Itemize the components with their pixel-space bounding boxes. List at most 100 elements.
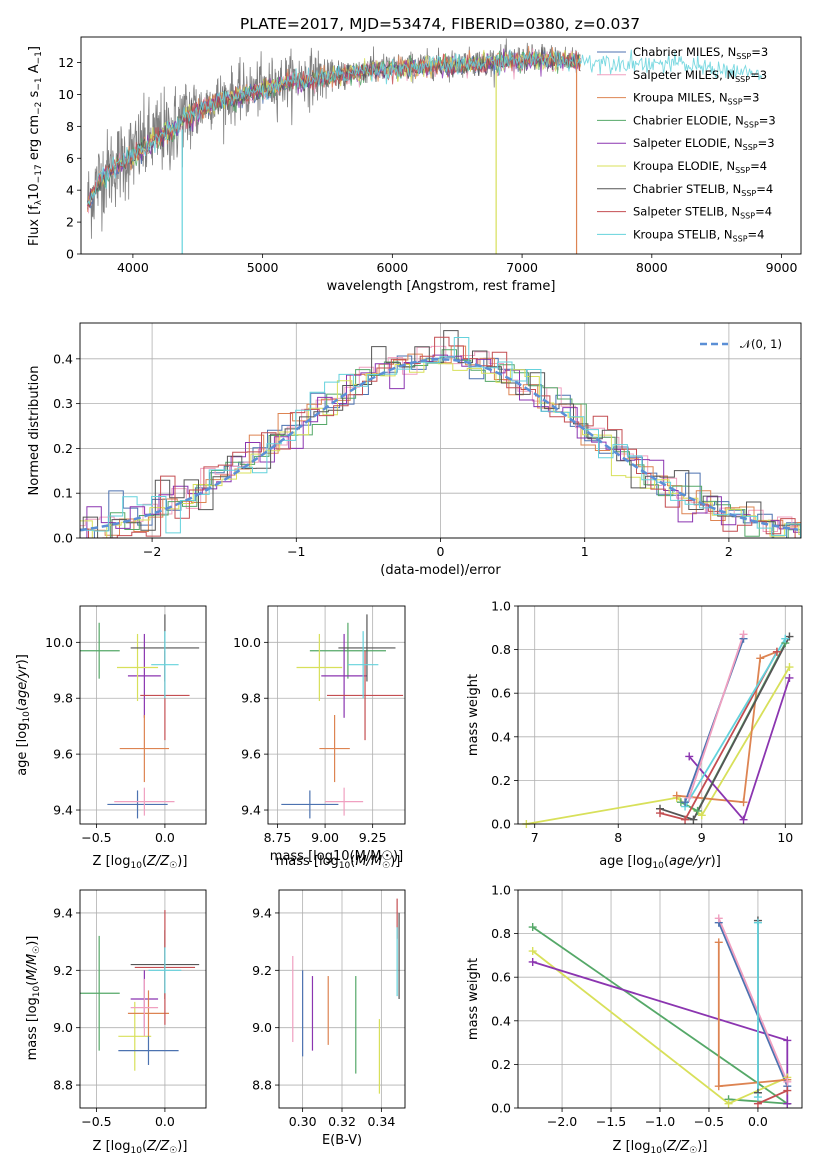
y-tick-label: 1.0 [491,883,511,898]
label-part: −1 [34,77,44,90]
x-tick-label: −1.5 [596,1114,626,1129]
figure-title: PLATE=2017, MJD=53474, FIBERID=0380, z=0… [240,15,640,33]
x-axis-label-rich: age [log10(age/yr)] [599,854,721,871]
label-part: Z [log [93,1139,131,1154]
plot-area [281,614,403,818]
series-marker [754,1093,762,1101]
plot-area [66,331,819,538]
axes-frame [518,606,802,824]
label-part: M/M [355,854,382,869]
y-tick-label: 9.6 [53,747,73,762]
x-tick-label: 4000 [117,260,149,275]
label-part: )] [390,854,400,869]
y-tick-label: 6 [66,151,74,166]
x-tick-label: 8000 [636,260,668,275]
legend-subscript: SSP [743,143,758,152]
y-tick-label: 8 [66,119,74,134]
x-tick-label: 0.0 [155,1114,175,1129]
legend-label: Kroupa ELODIE, NSSP=4 [633,159,767,175]
label-part: Z [log [93,854,131,869]
y-tick-label: 0.8 [491,926,511,941]
y-tick-label: 9.8 [53,691,73,706]
y-tick-label: 9.4 [53,803,73,818]
label-part: 10 [130,1146,142,1156]
x-tick-label: 0.0 [748,1114,768,1129]
legend-subscript: SSP [741,189,756,198]
legend-subscript: SSP [740,212,755,221]
residual-histogram [73,355,819,538]
x-tick-label: 9.25 [359,830,387,845]
x-axis-label-rich: mass [log10(M/M☉)] [276,854,401,871]
x-tick-label: 0.34 [367,1114,395,1129]
legend-label: Salpeter STELIB, NSSP=4 [633,205,772,221]
label-part: age/yr [669,854,712,869]
label-part: ] [27,46,42,51]
x-tick-label: −2 [143,544,161,559]
label-part: 10 [650,1146,662,1156]
label-part: )] [25,936,40,946]
y-tick-label: 9.4 [241,803,261,818]
x-tick-label: 9 [698,830,706,845]
y-tick-label: 0.0 [491,817,511,832]
series-marker [740,798,748,806]
series-marker [715,1082,723,1090]
y-tick-label: 9.2 [53,963,73,978]
x-tick-label: −0.5 [81,830,111,845]
y-tick-label: 12 [58,55,74,70]
y-tick-label: 9.8 [241,691,261,706]
series-marker [785,663,793,671]
series-marker [715,914,723,922]
label-part: 10 [339,861,351,871]
label-part: 10 [22,711,32,723]
legend-value: =4 [748,227,765,241]
label-part: 10 [32,985,42,997]
y-axis-label-rich: mass [log10(M/M☉)] [25,936,42,1061]
y-tick-label: 9.0 [53,1020,73,1035]
legend-value: =3 [759,113,776,127]
y-tick-label: 0.6 [491,970,511,985]
legend-value: =3 [743,91,760,105]
label-part: ☉ [32,946,42,954]
y-tick-label: 9.4 [252,905,272,920]
y-tick-label: 10 [58,87,74,102]
x-tick-label: 0.30 [289,1114,317,1129]
x-tick-label: 2 [725,544,733,559]
series-marker [740,630,748,638]
series-marker [689,816,697,824]
label-part: 10 [27,183,42,200]
legend-label: Chabrier MILES, NSSP=3 [633,45,768,61]
label-part: )] [697,1139,707,1154]
label-part: )] [177,1139,187,1154]
label-part: age/yr [15,663,30,706]
x-tick-label: 8.75 [264,830,292,845]
label-part: Z/Z [666,1139,690,1154]
x-tick-label: −1.0 [645,1114,675,1129]
x-tick-label: 8 [614,830,622,845]
label-part: Z [log [613,1139,651,1154]
label-part: ☉ [169,861,177,871]
x-tick-label: 1 [581,544,589,559]
label-part: −1 [34,51,44,64]
y-tick-label: 2 [66,215,74,230]
label-part: −2 [34,102,44,115]
y-tick-label: 0.2 [491,773,511,788]
legend-subscript: SSP [728,98,743,107]
label-part: age [log [15,723,30,776]
series-line [677,652,777,802]
x-tick-label: −1 [287,544,305,559]
label-part: ☉ [689,1146,697,1156]
label-part: ☉ [382,861,390,871]
residual-histogram [76,346,819,538]
y-axis-label-rich: Flux [fλ10−17 erg cm−2 s−1 A−1] [27,46,44,246]
x-tick-label: −0.5 [694,1114,724,1129]
y-tick-label: 0 [66,247,74,262]
y-tick-label: 0.8 [491,642,511,657]
y-axis-label-rich: age [log10(age/yr)] [15,654,32,776]
y-tick-label: 10.0 [45,635,73,650]
x-axis-label-rich: Z [log10(Z/Z☉)] [613,1139,708,1156]
